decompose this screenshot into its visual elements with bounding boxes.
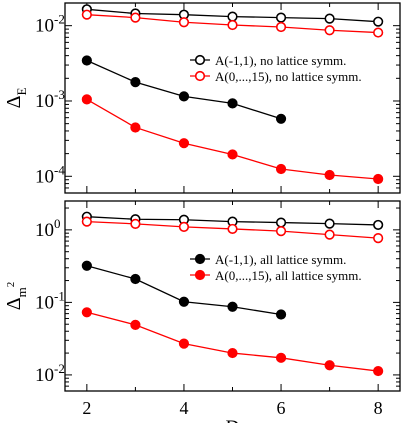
legend-marker bbox=[194, 70, 206, 82]
y-tick-label: 10-4 bbox=[35, 162, 65, 187]
data-point bbox=[178, 17, 190, 28]
data-point bbox=[324, 169, 335, 181]
data-point bbox=[373, 219, 384, 231]
data-point bbox=[373, 16, 384, 27]
data-point bbox=[81, 307, 92, 318]
legend-entry: A(0,...,15), all lattice symm. bbox=[190, 268, 362, 283]
x-tick-label: 2 bbox=[82, 398, 91, 418]
data-point bbox=[227, 223, 238, 235]
data-point bbox=[324, 218, 335, 229]
data-point bbox=[130, 12, 141, 23]
data-point bbox=[227, 19, 238, 31]
legend-entry: A(0,...,15), no lattice symm. bbox=[190, 69, 362, 84]
y-tick-label: 10-1 bbox=[35, 288, 65, 313]
data-point bbox=[275, 113, 287, 124]
series-2 bbox=[81, 260, 287, 320]
y-tick-label: 10-3 bbox=[35, 87, 65, 112]
data-point bbox=[81, 94, 92, 105]
data-point bbox=[324, 13, 335, 24]
data-point bbox=[373, 173, 384, 185]
data-point bbox=[373, 365, 384, 377]
legend-label: A(0,...,15), no lattice symm. bbox=[215, 69, 362, 84]
data-point bbox=[130, 273, 141, 285]
data-point bbox=[324, 229, 335, 240]
data-point bbox=[81, 55, 92, 66]
y-tick-label: 100 bbox=[35, 216, 61, 241]
data-point bbox=[178, 221, 190, 232]
x-axis-label: D bbox=[226, 417, 240, 423]
data-point bbox=[81, 216, 92, 227]
y-axis-label: ΔE bbox=[3, 88, 29, 109]
data-point bbox=[324, 25, 335, 36]
series-1 bbox=[81, 216, 384, 244]
data-point bbox=[130, 122, 141, 133]
data-point bbox=[130, 319, 141, 330]
series-1 bbox=[81, 9, 384, 38]
data-point bbox=[227, 11, 238, 22]
legend-marker bbox=[194, 54, 206, 66]
series-3 bbox=[81, 307, 384, 377]
data-point bbox=[227, 98, 238, 109]
data-point bbox=[130, 77, 141, 88]
data-point bbox=[275, 217, 287, 228]
data-point bbox=[275, 163, 287, 175]
data-point bbox=[178, 296, 190, 307]
data-point bbox=[227, 301, 238, 312]
x-tick-label: 6 bbox=[277, 398, 286, 418]
legend-label: A(-1,1), all lattice symm. bbox=[215, 252, 346, 267]
x-tick-label: 4 bbox=[179, 398, 188, 418]
series-line bbox=[86, 98, 379, 180]
data-point bbox=[178, 91, 190, 102]
data-point bbox=[373, 27, 384, 38]
data-point bbox=[81, 9, 92, 20]
data-point bbox=[275, 309, 287, 320]
series-2 bbox=[81, 55, 287, 124]
data-point bbox=[373, 232, 384, 244]
x-tick-label: 8 bbox=[374, 398, 383, 418]
y-tick-label: 10-2 bbox=[35, 12, 65, 37]
data-point bbox=[275, 21, 287, 33]
y-tick-label: 10-2 bbox=[35, 361, 65, 386]
legend-entry: A(-1,1), no lattice symm. bbox=[190, 53, 346, 68]
data-point bbox=[178, 138, 190, 149]
data-point bbox=[178, 338, 190, 349]
y-axis-label: Δm2 bbox=[3, 282, 29, 311]
data-point bbox=[227, 149, 238, 160]
data-point bbox=[275, 352, 287, 363]
legend-marker bbox=[194, 269, 206, 281]
legend-marker bbox=[194, 253, 206, 265]
data-point bbox=[275, 12, 287, 23]
data-point bbox=[227, 347, 238, 359]
legend-label: A(0,...,15), all lattice symm. bbox=[215, 268, 362, 283]
panel-energy-gap: 10-2 10-3 10-4 ΔE A(-1,1), no lattice symm.A… bbox=[3, 2, 401, 194]
panel-magnetization-gap: 100 10-1 10-2 2 4 6 8 D Δm2 A(-1,1), all lattice … bbox=[3, 200, 401, 423]
legend-entry: A(-1,1), all lattice symm. bbox=[190, 252, 346, 267]
series-line bbox=[86, 311, 379, 372]
legend-label: A(-1,1), no lattice symm. bbox=[215, 53, 346, 68]
series-3 bbox=[81, 94, 384, 185]
data-point bbox=[81, 260, 92, 271]
data-point bbox=[275, 226, 287, 237]
data-point bbox=[324, 360, 335, 371]
data-point bbox=[130, 218, 141, 229]
